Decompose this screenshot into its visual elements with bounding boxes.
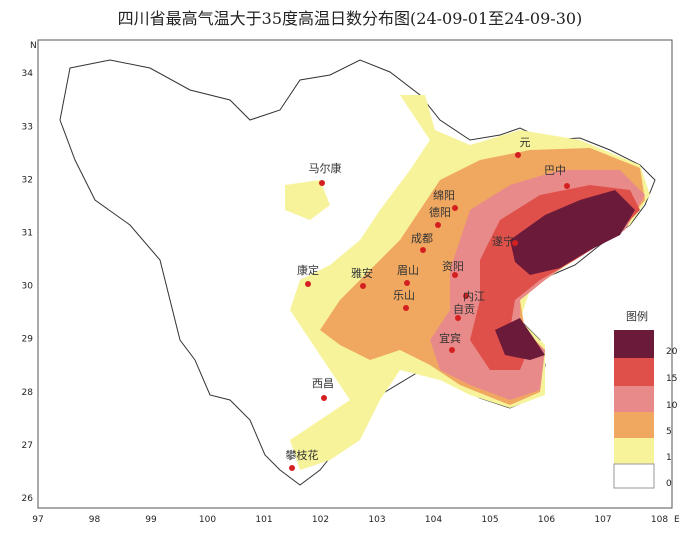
lat-tick-label: 30: [22, 282, 34, 292]
lon-tick-label: 108: [651, 515, 668, 525]
city-dot: [289, 465, 295, 471]
legend: 图例 天: [613, 309, 655, 489]
legend-level: 1: [666, 453, 672, 463]
frame: [37, 39, 673, 509]
lon-tick-label: 104: [425, 515, 442, 525]
north-label: N: [30, 41, 37, 51]
city-label: 遂宁: [492, 234, 514, 248]
lon-tick-label: 97: [32, 515, 43, 525]
city-dot: [404, 280, 410, 286]
legend-swatch: [614, 412, 654, 438]
lat-tick-label: 28: [22, 388, 34, 398]
lat-tick-label: 34: [22, 69, 34, 79]
lat-tick-label: 29: [22, 335, 34, 345]
lat-tick-label: 26: [22, 494, 34, 504]
city-dot: [463, 293, 469, 299]
city-label: 绵阳: [433, 188, 455, 202]
legend-level: 15: [666, 374, 677, 384]
lat-tick-label: 27: [22, 441, 33, 451]
zone-dark: [495, 318, 545, 360]
lon-tick-label: 106: [538, 515, 555, 525]
city-label: 宜宾: [439, 331, 461, 345]
lon-tick-label: 100: [199, 515, 216, 525]
lon-tick-label: 102: [312, 515, 329, 525]
zone-dark: [510, 190, 635, 275]
lon-tick-label: 98: [89, 515, 101, 525]
zone-yellow: [285, 180, 330, 220]
city-dot: [360, 283, 366, 289]
legend-title: 图例: [626, 309, 648, 323]
lat-tick-label: 31: [22, 229, 33, 239]
city-label: 元: [520, 136, 531, 149]
city-label: 西昌: [312, 377, 334, 390]
city-dot: [420, 247, 426, 253]
legend-swatch: [614, 330, 654, 358]
legend-level: 20: [666, 347, 678, 357]
legend-swatch: [614, 438, 654, 464]
city-dot: [455, 315, 461, 321]
lon-tick-label: 105: [481, 515, 498, 525]
city-dot: [321, 395, 327, 401]
legend-swatch: [614, 358, 654, 386]
city-dot: [512, 240, 518, 246]
city-label: 乐山: [393, 289, 415, 302]
city-label: 攀枝花: [286, 448, 319, 462]
city-label: 巴中: [544, 164, 566, 177]
city-dot: [319, 180, 325, 186]
lon-tick-label: 101: [255, 515, 272, 525]
legend-level: 10: [666, 401, 678, 411]
legend-swatch: [614, 386, 654, 412]
city-label: 成都: [411, 232, 433, 245]
legend-level: 5: [666, 427, 672, 437]
city-dot: [305, 281, 311, 287]
city-dot: [452, 205, 458, 211]
title: 四川省最高气温大于35度高温日数分布图(24-09-01至24-09-30): [118, 9, 583, 28]
city-label: 资阳: [442, 260, 464, 273]
lat-tick-label: 33: [22, 122, 33, 132]
city-dot: [435, 222, 441, 228]
legend-level: 0: [666, 479, 672, 489]
lon-tick-label: 103: [368, 515, 385, 525]
east-label: E: [674, 515, 680, 525]
lat-tick-label: 32: [22, 175, 33, 185]
city-dot: [449, 347, 455, 353]
city-label: 康定: [297, 263, 319, 277]
legend-swatch: [613, 463, 655, 489]
lon-tick-label: 99: [145, 515, 157, 525]
city-label: 眉山: [397, 264, 419, 277]
city-dot: [403, 305, 409, 311]
city-label: 德阳: [429, 205, 451, 219]
city-dot: [564, 183, 570, 189]
city-dot: [515, 152, 521, 158]
city-dot: [452, 272, 458, 278]
lon-tick-label: 107: [594, 515, 611, 525]
city-label: 马尔康: [309, 161, 342, 175]
city-label: 雅安: [351, 266, 373, 280]
city-label: 自贡: [453, 303, 475, 316]
city-label: 内江: [463, 289, 485, 303]
